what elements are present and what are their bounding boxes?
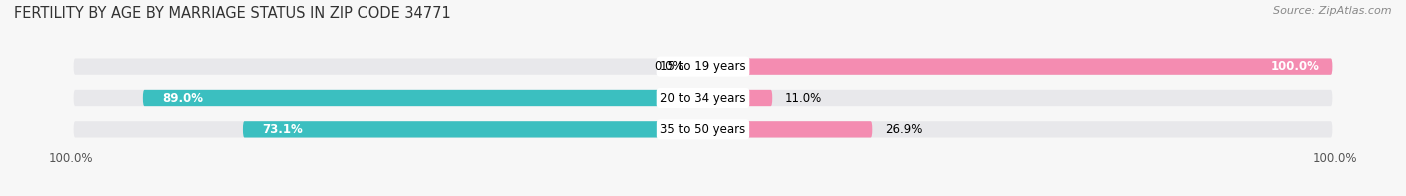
Text: 35 to 50 years: 35 to 50 years xyxy=(661,123,745,136)
FancyBboxPatch shape xyxy=(703,90,772,106)
Text: 0.0%: 0.0% xyxy=(655,60,685,73)
FancyBboxPatch shape xyxy=(143,90,703,106)
Text: 15 to 19 years: 15 to 19 years xyxy=(661,60,745,73)
Text: 100.0%: 100.0% xyxy=(48,152,93,165)
FancyBboxPatch shape xyxy=(243,121,703,138)
Text: 100.0%: 100.0% xyxy=(1313,152,1358,165)
Text: 89.0%: 89.0% xyxy=(162,92,202,104)
Text: Source: ZipAtlas.com: Source: ZipAtlas.com xyxy=(1274,6,1392,16)
Text: FERTILITY BY AGE BY MARRIAGE STATUS IN ZIP CODE 34771: FERTILITY BY AGE BY MARRIAGE STATUS IN Z… xyxy=(14,6,451,21)
Text: 26.9%: 26.9% xyxy=(884,123,922,136)
Text: 11.0%: 11.0% xyxy=(785,92,823,104)
Text: 100.0%: 100.0% xyxy=(1271,60,1320,73)
FancyBboxPatch shape xyxy=(703,121,872,138)
Text: 20 to 34 years: 20 to 34 years xyxy=(661,92,745,104)
FancyBboxPatch shape xyxy=(73,58,1333,75)
Text: 73.1%: 73.1% xyxy=(262,123,302,136)
FancyBboxPatch shape xyxy=(73,121,1333,138)
FancyBboxPatch shape xyxy=(703,58,1333,75)
Legend: Married, Unmarried: Married, Unmarried xyxy=(627,193,779,196)
FancyBboxPatch shape xyxy=(73,90,1333,106)
